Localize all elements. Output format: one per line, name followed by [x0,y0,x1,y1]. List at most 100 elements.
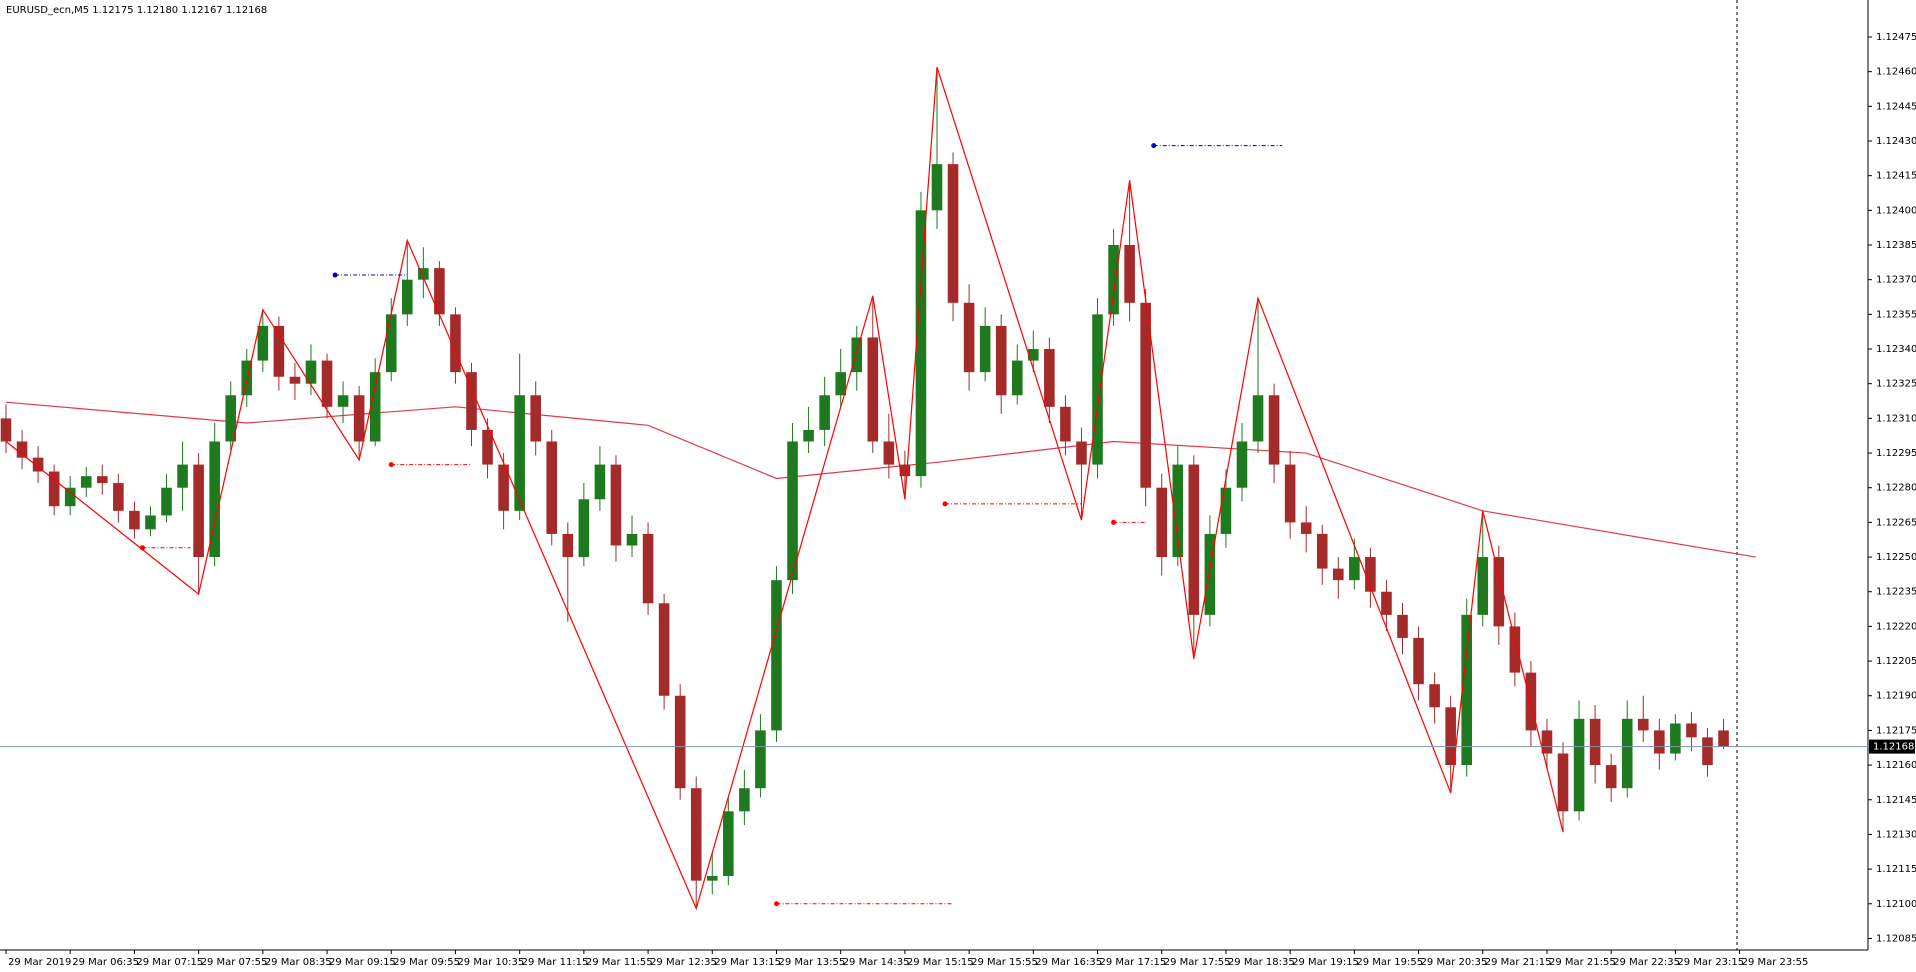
y-tick-label: 1.12160 [1876,760,1916,771]
candle-body [1637,718,1649,731]
x-tick-label: 29 Mar 19:15 [1292,957,1359,968]
candle-body [273,325,285,377]
candle-body [48,471,60,507]
y-tick-label: 1.12400 [1876,205,1916,216]
moving-average [5,401,1756,558]
candle-body [1124,245,1135,303]
x-tick-label: 29 Mar 13:55 [778,957,845,968]
last-price-label: 1.12168 [1873,742,1914,753]
candle-body [1365,557,1376,592]
level-start [942,501,948,507]
candle-body [1108,245,1119,315]
y-tick-label: 1.12190 [1876,691,1916,702]
candle-body [1011,360,1023,396]
y-tick-label: 1.12115 [1876,864,1916,875]
level-start [1111,519,1117,525]
candle-body [1284,464,1296,523]
candle-body [257,325,269,361]
candle-body [209,441,220,558]
candle-body [723,811,734,877]
candle-body [883,441,895,465]
candle-body [1204,533,1216,615]
candle-body [1573,718,1585,812]
candle-body [1461,614,1473,766]
candle-body [1076,441,1087,465]
y-tick-label: 1.12340 [1876,344,1916,355]
candle-body [1509,626,1521,673]
candle-body [947,164,959,303]
y-tick-label: 1.12325 [1876,379,1916,390]
candle-body [434,268,445,315]
candle-body [385,314,397,373]
candle-body [145,515,156,530]
y-tick-label: 1.12355 [1876,309,1916,320]
x-tick-label: 29 Mar 08:35 [265,957,332,968]
candle-body [819,395,830,430]
x-tick-label: 29 Mar 11:55 [586,957,653,968]
candle-body [706,876,718,881]
x-tick-label: 29 Mar 21:15 [1485,957,1552,968]
x-tick-label: 29 Mar 12:35 [650,957,717,968]
candle-body [867,337,879,442]
candle-body [1718,730,1729,747]
candle-body [369,372,381,442]
x-tick-label: 29 Mar 20:35 [1421,957,1488,968]
candle-body [1589,718,1601,766]
candle-body [899,464,911,477]
x-tick-label: 29 Mar 16:35 [1035,957,1102,968]
candle-body [546,441,558,534]
y-tick-label: 1.12280 [1876,483,1916,494]
candle-body [1300,522,1312,534]
candle-body [482,429,493,465]
last-price-box [1869,739,1915,754]
y-tick-label: 1.12100 [1876,899,1916,910]
candle-body [113,483,124,511]
x-tick-label: 29 Mar 18:35 [1228,957,1295,968]
candle-body [1477,557,1489,615]
candle-body [64,487,76,507]
x-tick-label: 29 Mar 2019 [8,957,71,968]
candle-body [1156,487,1168,558]
candle-body [401,279,413,315]
y-tick-label: 1.12430 [1876,136,1916,147]
candle-body [1140,302,1151,488]
x-tick-label: 29 Mar 07:55 [201,957,268,968]
x-tick-label: 29 Mar 07:15 [136,957,203,968]
level-start [1151,143,1157,149]
candle-body [594,464,606,500]
candle-body [690,788,702,881]
zigzag [5,66,1564,911]
candle-body [931,164,943,211]
candle-body [16,441,28,458]
x-tick-label: 29 Mar 23:55 [1742,957,1809,968]
candle-body [1349,557,1360,581]
candle-body [1429,684,1440,708]
candle-body [97,476,108,484]
candle-body [1028,349,1039,361]
candle-body [787,441,798,581]
y-tick-label: 1.12085 [1876,933,1916,944]
candle-body [498,464,509,511]
level-start [773,901,779,907]
x-tick-label: 29 Mar 14:35 [843,957,910,968]
candle-body [803,429,814,442]
candle-body [578,499,590,558]
level-start [388,462,394,468]
candle-body [241,360,253,396]
candle-body [1172,464,1184,558]
y-tick-label: 1.12370 [1876,275,1916,286]
x-tick-label: 29 Mar 19:55 [1356,957,1423,968]
candle-body [851,337,863,373]
candle-body [321,360,333,407]
candle-body [1188,464,1200,615]
candle-body [755,730,766,789]
y-tick-label: 1.12385 [1876,240,1916,251]
candle-body [530,395,542,442]
candle-body [1621,718,1633,789]
candle-body [1413,637,1424,685]
candle-body [337,395,349,407]
candle-body [1060,406,1071,442]
x-tick-label: 29 Mar 21:55 [1549,957,1616,968]
